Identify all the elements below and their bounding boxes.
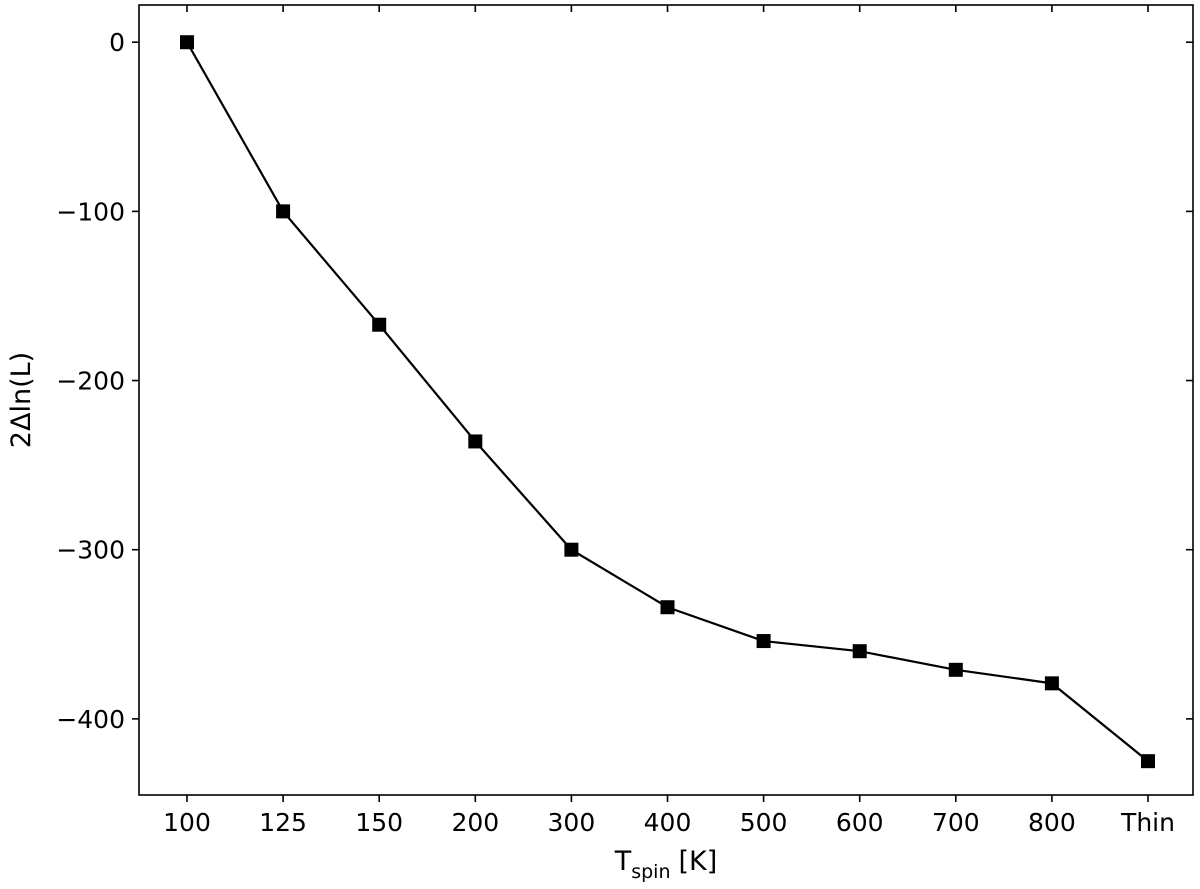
x-axis-label-main: T xyxy=(614,846,632,877)
data-point-600 xyxy=(852,644,867,659)
x-tick-label: 700 xyxy=(932,808,980,837)
x-tick-label: 100 xyxy=(163,808,211,837)
y-tick-label: 0 xyxy=(109,28,125,57)
data-point-500 xyxy=(756,634,771,649)
y-axis-label: 2Δln(L) xyxy=(6,352,37,448)
x-tick-label: 200 xyxy=(451,808,499,837)
data-point-300 xyxy=(564,542,579,557)
y-tick-label: −300 xyxy=(56,536,125,565)
x-axis-label-unit: [K] xyxy=(679,846,718,877)
x-tick-label: 150 xyxy=(355,808,403,837)
x-ticks xyxy=(186,5,1149,802)
y-tick-label: −100 xyxy=(56,197,125,226)
data-point-100 xyxy=(180,35,194,50)
x-axis-label-subscript: spin xyxy=(631,861,670,883)
x-tick-label: 500 xyxy=(740,808,788,837)
x-tick-label: 800 xyxy=(1028,808,1076,837)
y-tick-label: −400 xyxy=(56,705,125,734)
series xyxy=(180,35,1155,769)
x-axis-label: Tspin [K] xyxy=(614,846,718,883)
x-tick-label: Thin xyxy=(1120,808,1175,837)
y-tick-labels: 0 −100 −200 −300 −400 xyxy=(56,28,125,734)
plot-area xyxy=(138,4,1194,796)
x-tick-label: 600 xyxy=(836,808,884,837)
data-point-200 xyxy=(468,434,483,449)
data-point-thin xyxy=(1141,754,1155,769)
data-point-400 xyxy=(660,600,675,615)
y-tick-label: −200 xyxy=(56,367,125,396)
x-tick-label: 300 xyxy=(548,808,596,837)
data-point-125 xyxy=(276,204,291,219)
data-point-150 xyxy=(372,317,387,332)
x-tick-label: 125 xyxy=(259,808,307,837)
data-point-700 xyxy=(948,662,963,677)
y-ticks xyxy=(132,41,1193,720)
x-tick-labels: 100 125 150 200 300 400 500 600 700 800 Thin xyxy=(163,808,1175,837)
data-point-800 xyxy=(1044,676,1059,691)
x-tick-label: 400 xyxy=(644,808,692,837)
